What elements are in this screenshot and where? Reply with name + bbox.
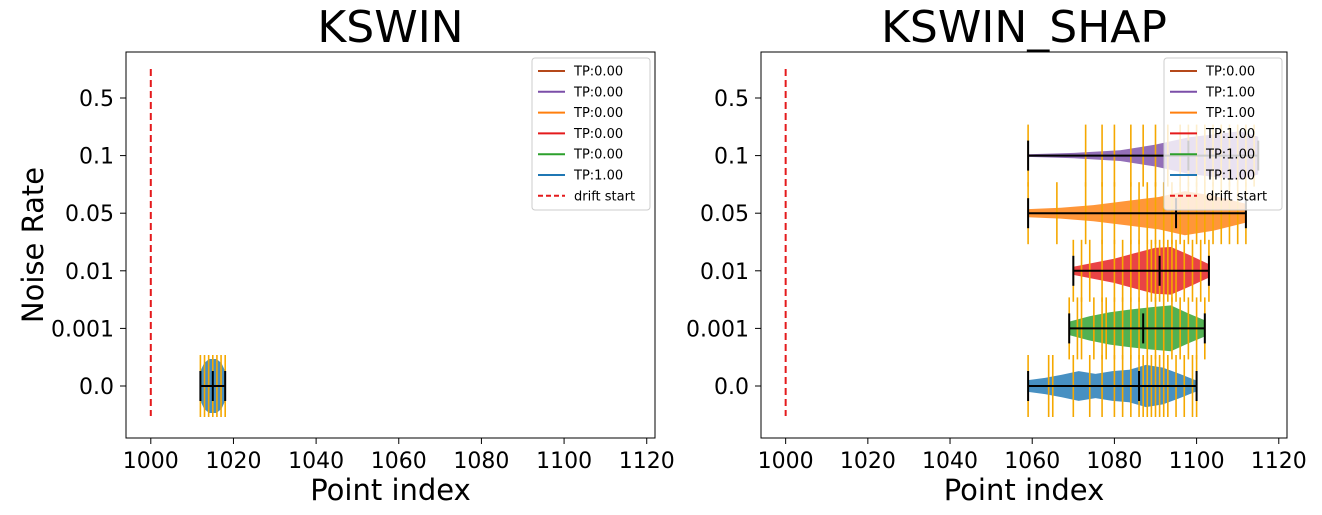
x-tick-label: 1040 bbox=[288, 449, 344, 474]
legend-box bbox=[1163, 57, 1283, 211]
legend-label: TP:0.00 bbox=[573, 106, 623, 121]
axes-frame bbox=[760, 51, 1288, 439]
x-axis-label: Point index bbox=[944, 473, 1105, 507]
y-tick-label: 0.001 bbox=[51, 317, 114, 342]
x-tick-label: 1100 bbox=[536, 449, 592, 474]
legend-label: drift start bbox=[574, 189, 635, 204]
legend-label: TP:0.00 bbox=[573, 127, 623, 142]
plot-kswin: KSWIN 1000 1020 1040 1060 1080 1100 1120 0.0 0.00… bbox=[51, 2, 675, 507]
y-tick-label: 0.5 bbox=[714, 87, 749, 112]
x-tick-label: 1080 bbox=[453, 449, 509, 474]
legend-label: TP:1.00 bbox=[1205, 127, 1255, 142]
x-tick-label: 1040 bbox=[922, 449, 978, 474]
y-tick-label: 0.1 bbox=[79, 145, 114, 170]
legend-label: TP:0.00 bbox=[573, 65, 623, 80]
legend-label: TP:0.00 bbox=[573, 85, 623, 100]
x-tick-label: 1120 bbox=[1251, 449, 1307, 474]
legend-label: TP:1.00 bbox=[1205, 106, 1255, 121]
x-tick-label: 1060 bbox=[1004, 449, 1060, 474]
legend-label: drift start bbox=[1206, 189, 1267, 204]
legend-label: TP:0.00 bbox=[573, 148, 623, 163]
legend-label: TP:0.00 bbox=[1205, 65, 1255, 80]
legend-label: TP:1.00 bbox=[573, 169, 623, 184]
x-tick-label: 1080 bbox=[1086, 449, 1142, 474]
x-axis-label: Point index bbox=[310, 473, 471, 507]
y-tick-label: 0.05 bbox=[65, 202, 114, 227]
legend-label: TP:1.00 bbox=[1205, 85, 1255, 100]
legend-label: TP:1.00 bbox=[1205, 148, 1255, 163]
x-tick-label: 1060 bbox=[371, 449, 427, 474]
x-tick-label: 1120 bbox=[619, 449, 675, 474]
plot-kswin-shap: KSWIN_SHAP 1000 1020 1040 1060 1080 1100 1120 0.… bbox=[686, 2, 1307, 507]
y-tick-label: 0.01 bbox=[700, 260, 749, 285]
y-tick-label: 0.01 bbox=[65, 260, 114, 285]
y-tick-label: 0.001 bbox=[686, 317, 749, 342]
y-tick-label: 0.05 bbox=[700, 202, 749, 227]
y-tick-label: 0.0 bbox=[79, 375, 114, 400]
axes-frame bbox=[125, 51, 656, 439]
y-tick-label: 0.0 bbox=[714, 375, 749, 400]
x-tick-label: 1020 bbox=[840, 449, 896, 474]
chart-title: KSWIN_SHAP bbox=[881, 2, 1167, 53]
x-tick-label: 1000 bbox=[123, 449, 179, 474]
y-axis-label: Noise Rate bbox=[16, 167, 50, 323]
legend-box bbox=[531, 57, 651, 211]
y-tick-label: 0.1 bbox=[714, 145, 749, 170]
legend-label: TP:1.00 bbox=[1205, 169, 1255, 184]
x-tick-label: 1100 bbox=[1169, 449, 1225, 474]
chart-title: KSWIN bbox=[317, 2, 463, 53]
y-tick-label: 0.5 bbox=[79, 87, 114, 112]
x-tick-label: 1000 bbox=[758, 449, 814, 474]
x-tick-label: 1020 bbox=[205, 449, 261, 474]
